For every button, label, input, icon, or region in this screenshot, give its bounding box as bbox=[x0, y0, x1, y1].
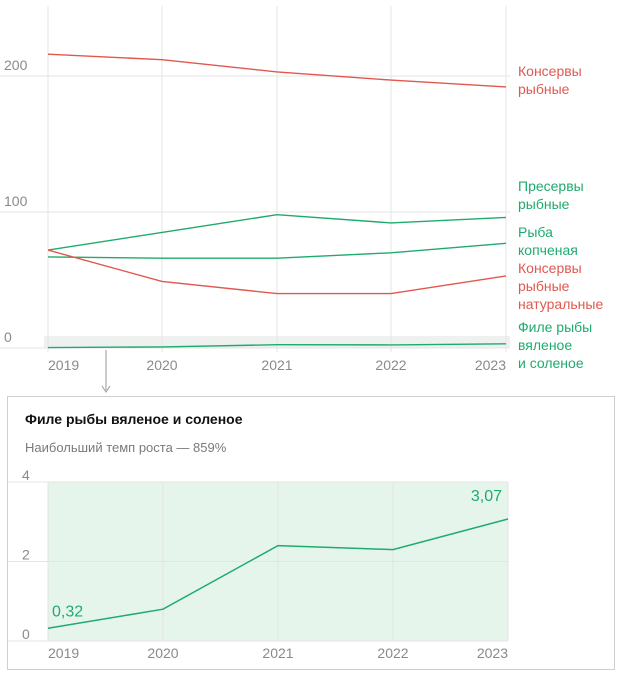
x-tick-label: 2020 bbox=[146, 357, 177, 373]
series-line bbox=[47, 53, 507, 88]
inset-chart-svg: 0,32 3,07 0 2 4 2019 2020 2021 2022 2023 bbox=[8, 467, 509, 661]
x-tick-label: 2023 bbox=[477, 645, 508, 661]
x-tick-label: 2021 bbox=[261, 357, 292, 373]
series-label: копченая bbox=[518, 242, 578, 258]
y-tick-label: 0 bbox=[22, 626, 30, 642]
inset-pointer-arrow bbox=[101, 350, 111, 393]
x-tick-label: 2022 bbox=[375, 357, 406, 373]
x-tick-label: 2023 bbox=[475, 357, 506, 373]
inset-panel: Филе рыбы вяленое и соленое Наибольший т… bbox=[7, 396, 615, 670]
main-chart-svg: Консервы рыбные Пресервы рыбные Рыба копченая… bbox=[0, 6, 603, 393]
series-label: рыбные bbox=[518, 81, 570, 97]
series-label: натуральные bbox=[518, 296, 603, 312]
series-label: рыбные bbox=[518, 278, 570, 294]
series-label: Консервы bbox=[518, 260, 582, 276]
x-tick-label: 2019 bbox=[48, 357, 79, 373]
x-tick-label: 2022 bbox=[377, 645, 408, 661]
y-tick-label: 0 bbox=[4, 329, 12, 345]
series-label: вяленое bbox=[518, 337, 572, 353]
series-label: Консервы bbox=[518, 63, 582, 79]
x-tick-label: 2019 bbox=[48, 645, 79, 661]
series-line bbox=[47, 242, 507, 259]
y-tick-label: 200 bbox=[4, 57, 28, 73]
inset-title: Филе рыбы вяленое и соленое bbox=[25, 411, 243, 427]
series-label: Рыба bbox=[518, 224, 553, 240]
series-line bbox=[47, 343, 507, 349]
x-tick-label: 2021 bbox=[262, 645, 293, 661]
series-label: Филе рыбы bbox=[518, 319, 592, 335]
series-label: рыбные bbox=[518, 196, 570, 212]
data-label: 0,32 bbox=[52, 603, 83, 620]
y-tick-label: 4 bbox=[22, 467, 30, 483]
data-label: 3,07 bbox=[471, 488, 502, 505]
series-label: и соленое bbox=[518, 355, 584, 371]
inset-subtitle: Наибольший темп роста — 859% bbox=[25, 440, 227, 455]
y-tick-label: 2 bbox=[22, 547, 30, 563]
y-tick-label: 100 bbox=[4, 193, 28, 209]
series-line bbox=[47, 213, 507, 251]
x-tick-label: 2020 bbox=[147, 645, 178, 661]
series-label: Пресервы bbox=[518, 178, 584, 194]
